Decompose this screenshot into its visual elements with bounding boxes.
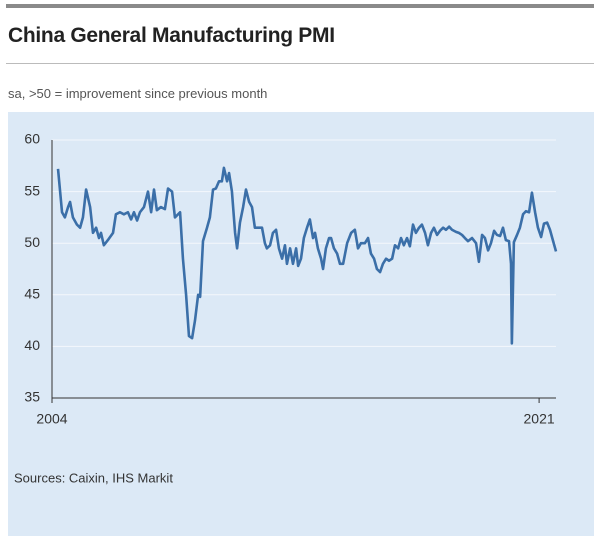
y-tick-label: 55	[24, 182, 40, 198]
y-tick-label: 45	[24, 286, 40, 302]
chart-subtitle: sa, >50 = improvement since previous mon…	[8, 86, 268, 101]
chart-panel	[8, 112, 594, 536]
source-note: Sources: Caixin, IHS Markit	[14, 470, 173, 485]
y-tick-label: 50	[24, 234, 40, 250]
data-line	[56, 166, 558, 345]
chart-title: China General Manufacturing PMI	[8, 24, 335, 47]
top-bar	[6, 4, 594, 8]
divider	[6, 63, 594, 64]
y-tick-label: 40	[24, 337, 40, 353]
y-tick-label: 35	[24, 389, 40, 405]
x-tick-label: 2021	[524, 411, 555, 427]
y-tick-label: 60	[24, 131, 40, 147]
x-tick-label: 2004	[36, 411, 67, 427]
